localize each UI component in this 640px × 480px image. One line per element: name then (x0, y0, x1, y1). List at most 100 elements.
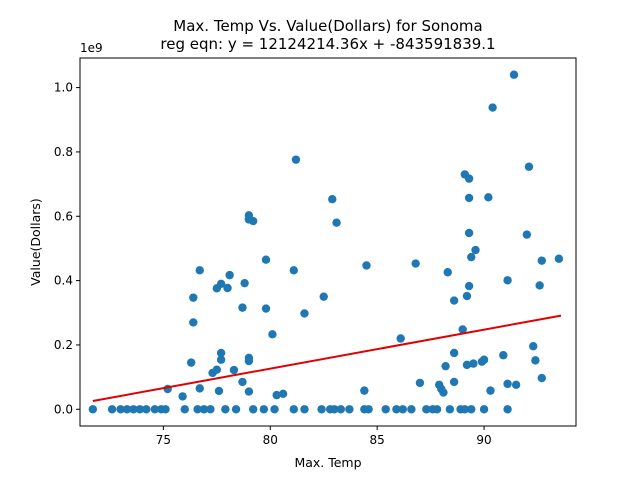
data-point (464, 193, 474, 203)
data-point (317, 405, 326, 414)
data-point (238, 377, 247, 387)
data-point (107, 405, 117, 414)
data-point (150, 405, 160, 414)
y-scale-label: 1e9 (80, 41, 103, 55)
data-point (336, 405, 346, 414)
data-point (441, 361, 450, 371)
data-point (462, 360, 472, 370)
data-point (467, 252, 476, 262)
y-tick-label: 0.0 (54, 402, 73, 416)
data-point (535, 281, 544, 290)
data-point (415, 378, 425, 388)
y-tick-label: 0.8 (54, 145, 73, 159)
data-point (499, 351, 508, 360)
data-point (396, 334, 405, 343)
data-point (291, 155, 301, 164)
data-point (278, 389, 288, 399)
data-point (531, 356, 540, 365)
data-point (221, 405, 230, 414)
data-point (503, 276, 512, 285)
data-point (259, 405, 269, 414)
data-point (503, 379, 512, 389)
data-point (161, 405, 170, 414)
data-point (537, 256, 546, 265)
data-point (479, 355, 489, 364)
data-point (488, 103, 497, 112)
data-point (486, 386, 495, 395)
data-point (268, 330, 277, 339)
data-point (460, 405, 470, 414)
data-point (398, 405, 408, 414)
data-point (522, 230, 532, 239)
data-point (364, 405, 373, 414)
data-point (469, 359, 478, 368)
data-point (261, 255, 271, 264)
data-point (464, 228, 474, 238)
data-point (332, 218, 341, 227)
data-point (503, 405, 512, 414)
data-point (524, 162, 534, 171)
regression-line (92, 314, 562, 402)
data-point (244, 353, 254, 363)
y-axis-label: Value(Dollars) (28, 198, 43, 286)
data-point (362, 261, 371, 270)
data-point (248, 405, 258, 414)
data-point (270, 405, 279, 414)
data-point (537, 373, 546, 383)
data-point (195, 384, 204, 393)
data-point (216, 279, 226, 289)
data-point (449, 377, 459, 387)
data-point (289, 405, 298, 414)
data-point (443, 268, 452, 277)
data-point (216, 348, 226, 358)
data-point (189, 293, 198, 302)
data-point (458, 325, 467, 334)
data-point (244, 211, 254, 220)
data-point (244, 387, 254, 396)
data-point (189, 318, 198, 327)
data-point (223, 283, 232, 293)
axis-ticks: 75 80 85 90 0.0 0.2 0.4 0.6 0.8 1.0 (54, 81, 492, 447)
x-tick-label: 85 (370, 433, 385, 447)
data-point (142, 405, 151, 414)
data-point (471, 245, 480, 255)
y-tick-label: 1.0 (54, 81, 73, 95)
data-point (272, 390, 281, 400)
plot-frame (79, 57, 577, 427)
x-tick-label: 75 (156, 433, 171, 447)
data-point (462, 291, 472, 301)
data-point (289, 266, 298, 275)
data-point (300, 405, 309, 414)
regression-line-group (92, 314, 562, 402)
data-point (261, 304, 271, 313)
data-point (212, 365, 222, 374)
data-point (467, 405, 476, 414)
chart-title-line2: reg eqn: y = 12124214.36x + -843591839.1 (160, 35, 495, 53)
data-point (116, 405, 125, 414)
y-tick-label: 0.4 (54, 274, 73, 288)
data-point (216, 355, 226, 364)
data-point (479, 405, 489, 414)
data-point (392, 405, 401, 414)
data-point (122, 405, 132, 414)
data-point (445, 405, 455, 414)
data-point (432, 405, 442, 414)
data-point (225, 270, 234, 280)
data-point (328, 195, 337, 204)
data-point (186, 358, 196, 367)
data-point (238, 303, 247, 312)
data-point (195, 266, 204, 275)
x-tick-label: 90 (476, 433, 491, 447)
chart-title-line1: Max. Temp Vs. Value(Dollars) for Sonoma (173, 17, 482, 35)
data-points (88, 70, 564, 414)
data-point (511, 380, 521, 390)
y-tick-label: 0.6 (54, 209, 73, 223)
y-tick-label: 0.2 (54, 338, 73, 352)
data-point (231, 405, 241, 414)
data-point (449, 348, 459, 358)
data-point (180, 405, 189, 414)
data-point (449, 296, 459, 305)
data-point (193, 405, 202, 414)
data-point (464, 174, 474, 183)
